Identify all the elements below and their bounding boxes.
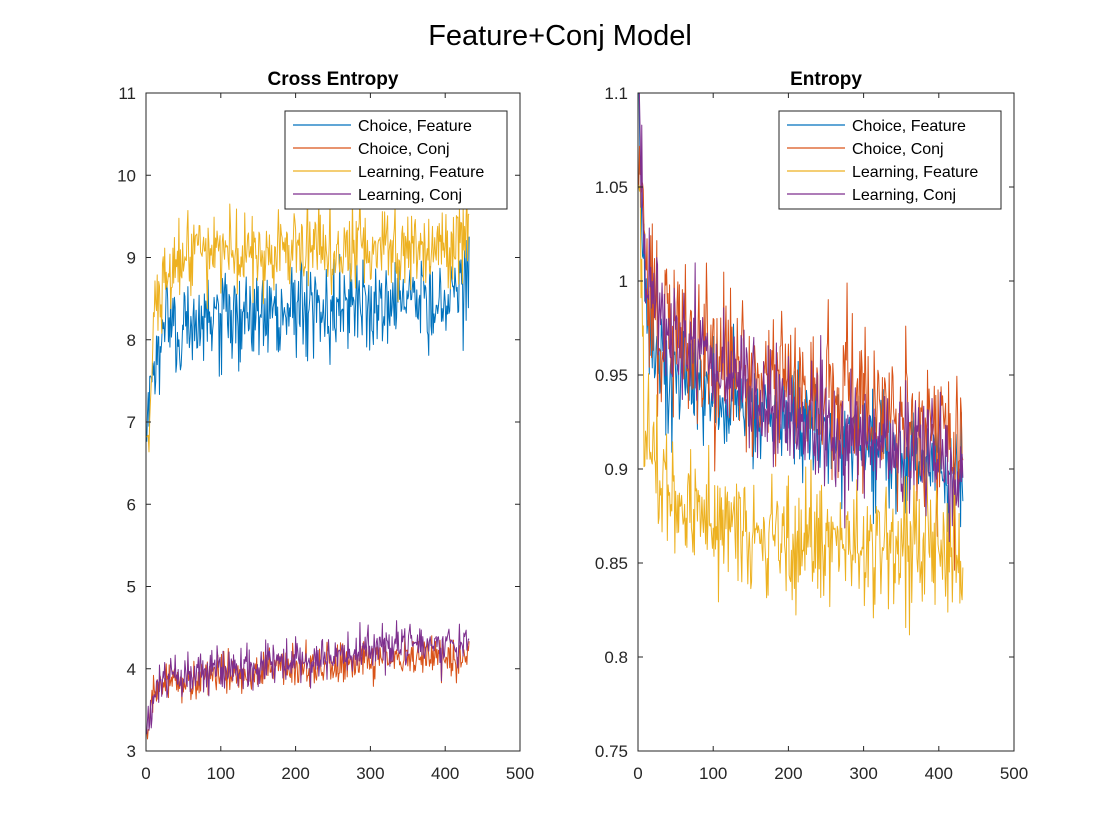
x-tick-label: 0 (633, 764, 642, 783)
y-tick-label: 0.75 (595, 742, 628, 761)
legend-box (778, 110, 1002, 210)
axes-title: Entropy (790, 69, 862, 90)
series-group (638, 93, 964, 636)
x-tick-label: 200 (281, 764, 309, 783)
y-tick-label: 11 (118, 84, 136, 103)
x-tick-label: 500 (1000, 764, 1028, 783)
x-tick-label: 300 (356, 764, 384, 783)
x-tick-label: 500 (506, 764, 534, 783)
y-tick-label: 3 (127, 742, 136, 761)
series-line-learning-conj (146, 620, 470, 735)
legend-label: Learning, Conj (358, 187, 462, 204)
y-tick-label: 6 (127, 495, 136, 514)
y-tick-label: 4 (127, 660, 136, 679)
panel-2: Entropy 0 100 200 300 400 500 0.75 0.8 0.85 0.9 0.9… (595, 69, 1028, 783)
axes-title: Cross Entropy (268, 69, 399, 90)
x-tick-label: 400 (431, 764, 459, 783)
figure-title: Feature+Conj Model (428, 20, 692, 52)
legend-box (284, 110, 508, 210)
y-tick-label: 0.85 (595, 554, 628, 573)
y-tick-label: 0.9 (604, 460, 628, 479)
series-line-choice-feature (146, 236, 470, 442)
series-group (146, 191, 470, 740)
legend-label: Learning, Feature (852, 164, 978, 181)
y-tick-label: 7 (127, 413, 136, 432)
y-tick-label: 1.1 (604, 84, 628, 103)
x-tick-label: 100 (207, 764, 235, 783)
y-tick-label: 0.95 (595, 366, 628, 385)
legend-label: Learning, Feature (358, 164, 484, 181)
y-tick-label: 5 (127, 578, 136, 597)
series-line-choice-conj (146, 635, 470, 740)
x-tick-label: 300 (849, 764, 877, 783)
series-line-learning-feature (146, 191, 470, 453)
legend-label: Learning, Conj (852, 187, 956, 204)
y-tick-label: 9 (127, 249, 136, 268)
series-line-learning-feature (638, 184, 964, 636)
y-tick-label: 0.8 (604, 648, 628, 667)
x-tick-label: 400 (925, 764, 953, 783)
x-tick-label: 200 (774, 764, 802, 783)
y-tick-label: 1 (619, 272, 628, 291)
legend-label: Choice, Conj (358, 141, 450, 158)
legend-label: Choice, Feature (358, 118, 472, 135)
x-tick-label: 100 (699, 764, 727, 783)
y-tick-label: 10 (117, 166, 136, 185)
y-tick-label: 1.05 (595, 178, 628, 197)
legend: Choice, Feature Choice, Conj Learning, Fea… (284, 110, 508, 210)
series-line-learning-conj (638, 93, 964, 543)
y-tick-label: 8 (127, 331, 136, 350)
legend: Choice, Feature Choice, Conj Learning, Fea… (778, 110, 1002, 210)
legend-label: Choice, Conj (852, 141, 944, 158)
panel-1: Cross Entropy 0 100 200 300 400 500 3 4 5 6 7 8 9 10 11… (117, 69, 534, 783)
x-tick-label: 0 (141, 764, 150, 783)
axes-box (637, 92, 1015, 752)
legend-label: Choice, Feature (852, 118, 966, 135)
